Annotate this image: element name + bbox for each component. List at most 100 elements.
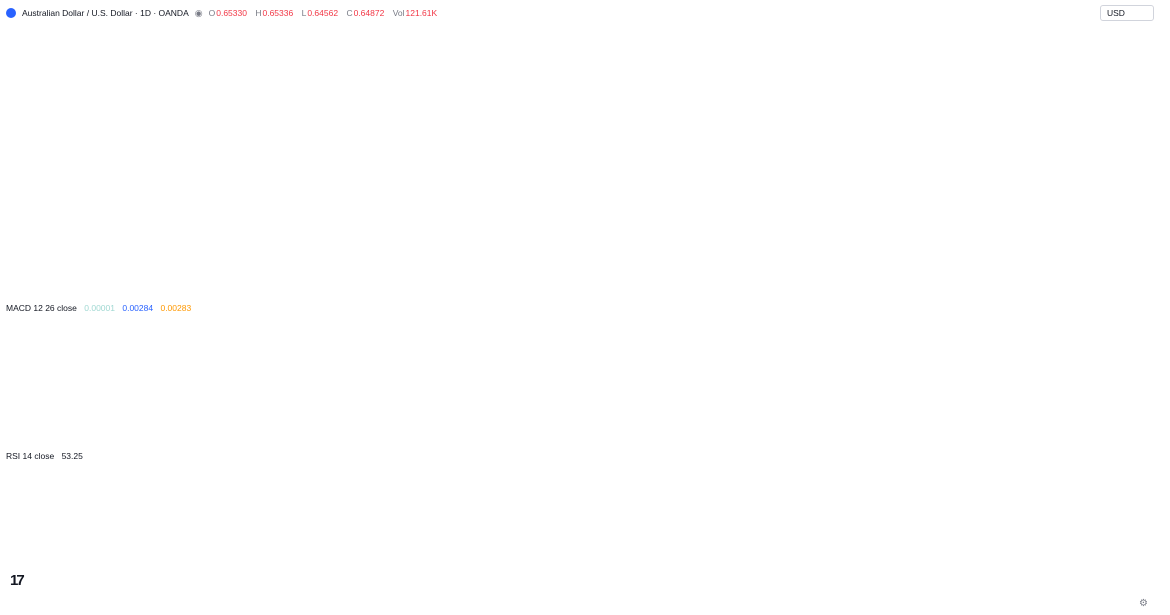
candle-body	[1017, 190, 1021, 193]
macd-hist-bar	[123, 362, 127, 374]
macd-hist-bar	[697, 362, 700, 373]
macd-hist-bar	[366, 362, 370, 379]
candle-body	[990, 184, 994, 186]
candle-body	[1011, 187, 1014, 190]
candle-body	[251, 128, 255, 132]
macd-hist-bar	[494, 362, 498, 369]
macd-hist-bar	[1166, 362, 1170, 365]
macd-hist-bar	[126, 362, 130, 374]
candle-body	[896, 189, 900, 191]
candle-body	[903, 188, 906, 193]
macd-hist-bar	[93, 362, 96, 375]
macd-hist-bar	[56, 362, 59, 363]
time-tick-label: Jul	[264, 600, 277, 611]
candle-body	[103, 157, 107, 169]
eye-icon[interactable]: ◉	[194, 7, 203, 18]
macd-hist-bar	[1028, 362, 1031, 369]
macd-hist-bar	[899, 347, 903, 363]
macd-hist-bar	[963, 362, 967, 368]
candle-body	[217, 117, 221, 119]
macd-hist-bar	[525, 344, 528, 363]
candle-body	[1027, 185, 1031, 187]
macd-hist-bar	[477, 362, 481, 366]
candle-body	[302, 114, 306, 122]
candle-body	[481, 87, 485, 92]
candle-body	[980, 185, 984, 190]
macd-hist-bar	[319, 353, 322, 363]
chart-header: Australian Dollar / U.S. Dollar · 1D · O…	[6, 6, 443, 20]
candle-body	[805, 193, 809, 206]
macd-hist-bar	[1149, 360, 1153, 363]
candle-body	[464, 85, 468, 94]
macd-hist-bar	[579, 362, 582, 390]
macd-hist-bar	[1014, 362, 1018, 367]
candle-body	[639, 164, 643, 167]
macd-hist-bar	[18, 359, 22, 363]
macd-hist-bar	[461, 343, 464, 363]
candle-body	[423, 135, 427, 144]
macd-hist-bar	[1007, 362, 1011, 365]
macd-hist-bar	[1024, 362, 1028, 372]
macd-hist-bar	[110, 362, 113, 374]
macd-hist-bar	[555, 362, 559, 367]
settings-gear-icon[interactable]: ⚙	[1139, 598, 1148, 609]
candle-body	[79, 141, 83, 155]
macd-hist-bar	[228, 362, 231, 363]
candle-body	[589, 120, 593, 127]
macd-hist-bar	[1058, 362, 1062, 367]
candle-body	[298, 121, 302, 126]
macd-hist-bar	[690, 362, 694, 369]
candle-body	[460, 89, 464, 94]
macd-hist-bar	[255, 362, 258, 366]
macd-hist-bar	[1098, 348, 1102, 363]
rsi-legend[interactable]: RSI 14 close 53.25	[6, 451, 88, 461]
macd-hist-bar	[1044, 362, 1048, 401]
rsi-tick-label: 60.00	[1112, 482, 1137, 493]
candle-body	[994, 184, 998, 189]
macd-hist-bar	[396, 362, 400, 380]
macd-hist-bar	[234, 362, 238, 364]
macd-hist-bar	[778, 352, 781, 363]
macd-hist-bar	[542, 358, 545, 363]
candle-body	[89, 159, 93, 161]
macd-hist-bar	[663, 354, 667, 363]
price-pane: 0.68000 0.66000 0.64000 0.62000 0.60000 100.0…	[0, 39, 1170, 290]
candle-body	[504, 79, 508, 92]
currency-selector[interactable]: USD	[1100, 5, 1154, 21]
candle-body	[865, 182, 869, 185]
macd-hist-bar	[724, 362, 727, 386]
macd-hist-bar	[1105, 348, 1109, 363]
candle-body	[1129, 158, 1133, 171]
macd-hist-bar	[518, 349, 522, 363]
candle-body	[197, 130, 201, 134]
macd-hist-bar	[521, 346, 525, 363]
macd-hist-bar	[619, 362, 623, 390]
time-axis: Mar Apr May Jun Jul Aug Sep Oct Nov Dec 2025 Feb Mar…	[0, 599, 1086, 611]
macd-hist-bar	[599, 362, 603, 398]
candle-body	[862, 182, 866, 186]
rsi-title: RSI 14 close	[6, 451, 55, 461]
price-tick-label: 0.68000	[1112, 76, 1149, 87]
macd-hist-bar	[903, 347, 906, 363]
macd-hist-bar	[153, 355, 157, 363]
candle-body	[872, 189, 876, 192]
macd-hist-bar	[1055, 362, 1058, 376]
macd-hist-bar	[761, 362, 765, 368]
macd-hist-bar	[305, 353, 309, 363]
candle-body	[1108, 168, 1112, 170]
candle-body	[1071, 196, 1075, 204]
macd-hist-bar	[758, 362, 761, 369]
macd-hist-bar	[400, 362, 403, 373]
macd-hist-bar	[535, 345, 538, 363]
macd-legend[interactable]: MACD 12 26 close 0.00001 0.00284 0.00283	[6, 303, 196, 313]
macd-hist-bar	[245, 362, 248, 365]
macd-hist-bar	[45, 359, 49, 363]
macd-pane: 0.00500 0.00000 -0.00500	[0, 310, 1170, 435]
symbol-title[interactable]: Australian Dollar / U.S. Dollar · 1D · O…	[22, 8, 189, 18]
rsi-line	[0, 460, 1170, 577]
macd-hist-bar	[322, 353, 326, 363]
time-tick-label: Jul	[1074, 600, 1087, 611]
macd-hist-bar	[120, 362, 123, 374]
candle-body	[1065, 201, 1068, 211]
candle-body	[1021, 184, 1025, 191]
